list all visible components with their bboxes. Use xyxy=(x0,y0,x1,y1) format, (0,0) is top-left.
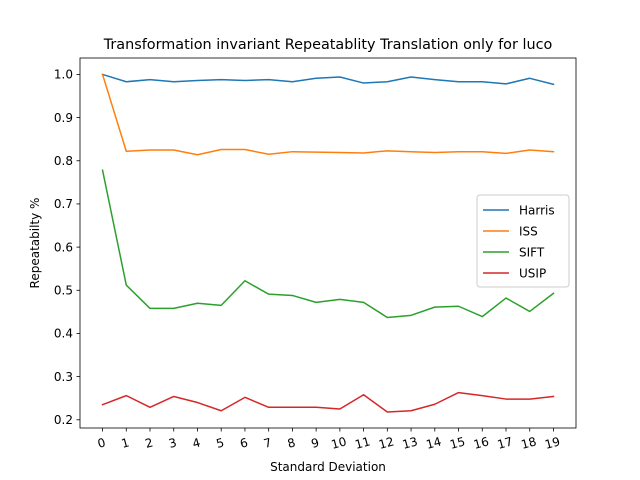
x-tick-label: 5 xyxy=(215,435,226,451)
x-tick-label: 7 xyxy=(262,435,273,451)
x-tick-label: 19 xyxy=(543,434,561,451)
x-tick-label: 3 xyxy=(167,435,178,451)
y-tick-label: 0.2 xyxy=(54,413,73,427)
series-line-usip xyxy=(101,391,555,413)
legend: Harris ISS SIFT USIP xyxy=(476,194,570,288)
y-tick-label: 1.0 xyxy=(54,68,73,82)
y-axis-label: Repeatabilty % xyxy=(28,198,42,289)
y-tick-label: 0.6 xyxy=(54,240,73,254)
x-tick-label: 8 xyxy=(286,435,297,451)
y-tick-label: 0.9 xyxy=(54,111,73,125)
x-tick-label: 17 xyxy=(496,434,514,451)
y-tick-label: 0.8 xyxy=(54,154,73,168)
y-tick-label: 0.3 xyxy=(54,370,73,384)
legend-label-usip: USIP xyxy=(519,266,546,280)
x-tick-label: 18 xyxy=(519,434,537,451)
y-tick-label: 0.5 xyxy=(54,283,73,297)
x-tick-label: 16 xyxy=(472,434,490,451)
legend-label-iss: ISS xyxy=(519,224,538,238)
x-tick-label: 13 xyxy=(401,434,419,451)
x-tick-label: 1 xyxy=(120,435,131,451)
x-tick-label: 0 xyxy=(96,435,107,451)
x-tick-label: 2 xyxy=(143,435,154,451)
series-line-harris xyxy=(101,73,555,86)
x-tick-label: 10 xyxy=(330,434,348,451)
chart-title: Transformation invariant Repeatablity Tr… xyxy=(103,37,553,53)
y-axis-ticks: 0.2 0.3 0.4 0.5 0.6 0.7 0.8 0.9 1.0 xyxy=(54,68,80,427)
y-tick-label: 0.7 xyxy=(54,197,73,211)
y-tick-label: 0.4 xyxy=(54,327,73,341)
x-tick-label: 14 xyxy=(425,434,443,451)
legend-box xyxy=(476,194,570,288)
legend-label-sift: SIFT xyxy=(519,245,545,259)
x-axis-ticks: 0 1 2 3 4 5 6 7 8 9 10 11 12 13 14 15 16 17 18 19 xyxy=(96,428,562,452)
series-line-iss xyxy=(101,73,555,156)
x-tick-label: 12 xyxy=(377,434,395,451)
plot-frame xyxy=(79,57,577,429)
series-layer xyxy=(101,73,555,413)
x-tick-label: 11 xyxy=(353,434,371,451)
series-line-sift xyxy=(101,169,555,319)
x-tick-label: 15 xyxy=(448,434,466,451)
x-tick-label: 4 xyxy=(191,435,202,451)
x-tick-label: 6 xyxy=(238,435,249,451)
x-tick-label: 9 xyxy=(310,435,321,451)
x-axis-label: Standard Deviation xyxy=(270,460,386,474)
legend-label-harris: Harris xyxy=(519,203,555,217)
